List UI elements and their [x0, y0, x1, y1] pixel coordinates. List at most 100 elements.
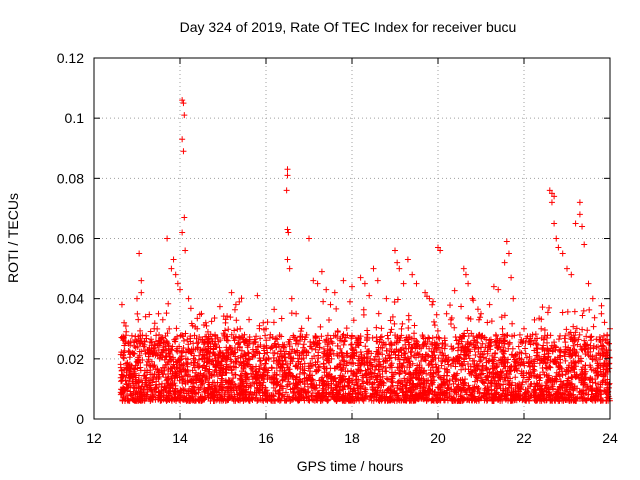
data-point	[241, 331, 248, 338]
data-point	[323, 286, 330, 293]
data-point	[148, 339, 155, 346]
data-point	[163, 393, 170, 400]
x-tick-label: 24	[602, 430, 618, 446]
data-point	[240, 397, 247, 404]
data-point	[248, 383, 255, 390]
data-point	[387, 340, 394, 347]
data-point	[119, 377, 126, 384]
data-point	[409, 360, 416, 367]
data-point	[289, 346, 296, 353]
data-point	[259, 375, 266, 382]
data-point	[567, 347, 574, 354]
data-point	[439, 358, 446, 365]
data-point	[580, 307, 587, 314]
data-point	[369, 334, 376, 341]
data-point	[192, 390, 199, 397]
data-point	[369, 391, 376, 398]
data-point	[203, 322, 210, 329]
data-point	[263, 337, 270, 344]
data-point	[188, 387, 195, 394]
data-point	[243, 374, 250, 381]
data-point	[540, 336, 547, 343]
data-point	[376, 381, 383, 388]
data-point	[406, 395, 413, 402]
data-point	[186, 394, 193, 401]
data-point	[426, 360, 433, 367]
data-point	[561, 335, 568, 342]
data-point	[247, 382, 254, 389]
data-point	[589, 295, 596, 302]
data-point	[153, 332, 160, 339]
data-point	[555, 244, 562, 251]
data-point	[474, 306, 481, 313]
y-tick-label: 0.02	[57, 351, 84, 367]
data-point	[604, 331, 611, 338]
data-point	[378, 325, 385, 332]
data-point	[123, 372, 130, 379]
data-point	[252, 338, 259, 345]
data-point	[579, 223, 586, 230]
data-point	[202, 319, 209, 326]
data-point	[478, 333, 485, 340]
data-point	[413, 340, 420, 347]
data-point	[522, 350, 529, 357]
data-point	[571, 308, 578, 315]
data-point	[211, 351, 218, 358]
data-point	[347, 397, 354, 404]
data-point	[576, 199, 583, 206]
data-point	[218, 396, 225, 403]
x-tick-label: 22	[516, 430, 532, 446]
data-point	[141, 347, 148, 354]
data-point	[196, 386, 203, 393]
data-point	[235, 339, 242, 346]
data-point	[275, 390, 282, 397]
data-point	[348, 341, 355, 348]
data-point	[419, 341, 426, 348]
data-point	[270, 319, 277, 326]
data-point	[359, 372, 366, 379]
data-point	[326, 338, 333, 345]
data-point	[225, 391, 232, 398]
data-point	[320, 354, 327, 361]
data-point	[216, 303, 223, 310]
data-point	[364, 359, 371, 366]
data-point	[340, 362, 347, 369]
data-point	[345, 375, 352, 382]
data-point	[254, 372, 261, 379]
data-point	[395, 395, 402, 402]
data-point	[298, 392, 305, 399]
data-point	[349, 388, 356, 395]
data-point	[282, 348, 289, 355]
data-point	[462, 380, 469, 387]
data-point	[434, 384, 441, 391]
data-point	[422, 289, 429, 296]
data-point	[120, 393, 127, 400]
data-point	[425, 334, 432, 341]
data-point	[479, 367, 486, 374]
data-point	[354, 385, 361, 392]
data-point	[395, 378, 402, 385]
data-point	[597, 337, 604, 344]
data-point	[337, 345, 344, 352]
data-point	[338, 337, 345, 344]
data-point	[118, 301, 125, 308]
data-point	[463, 352, 470, 359]
data-point	[500, 381, 507, 388]
data-point	[430, 397, 437, 404]
data-point	[292, 349, 299, 356]
data-point	[377, 396, 384, 403]
data-point	[506, 339, 513, 346]
data-point	[320, 298, 327, 305]
data-point	[156, 338, 163, 345]
data-point	[568, 373, 575, 380]
data-point	[363, 348, 370, 355]
data-point	[245, 350, 252, 357]
data-point	[330, 332, 337, 339]
data-point	[158, 380, 165, 387]
data-point	[267, 331, 274, 338]
data-point	[163, 310, 170, 317]
data-point	[443, 310, 450, 317]
data-point	[120, 334, 127, 341]
data-point	[502, 378, 509, 385]
data-point	[185, 372, 192, 379]
